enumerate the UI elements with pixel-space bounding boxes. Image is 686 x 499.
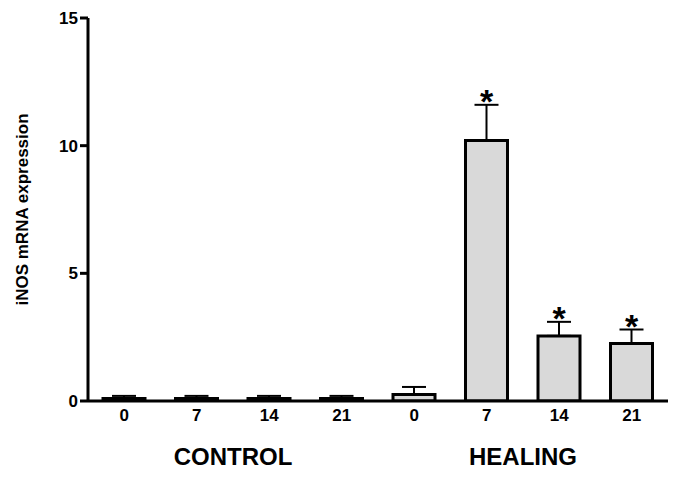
- svg-text:14: 14: [550, 406, 569, 425]
- svg-text:*: *: [552, 299, 566, 337]
- svg-text:21: 21: [622, 406, 641, 425]
- svg-text:*: *: [625, 307, 639, 345]
- html-text:HEALING: HEALING: [469, 443, 577, 470]
- svg-text:7: 7: [192, 406, 201, 425]
- svg-text:0: 0: [120, 406, 129, 425]
- svg-text:15: 15: [59, 9, 78, 28]
- svg-text:0: 0: [410, 406, 419, 425]
- svg-text:10: 10: [59, 137, 78, 156]
- svg-text:5: 5: [69, 264, 78, 283]
- svg-text:*: *: [480, 82, 494, 120]
- html-text:CONTROL: CONTROL: [173, 443, 293, 470]
- svg-text:21: 21: [332, 406, 351, 425]
- svg-text:7: 7: [482, 406, 491, 425]
- svg-text:iNOS mRNA expression: iNOS mRNA expression: [13, 113, 32, 305]
- svg-text:14: 14: [260, 406, 279, 425]
- svg-text:0: 0: [69, 392, 78, 411]
